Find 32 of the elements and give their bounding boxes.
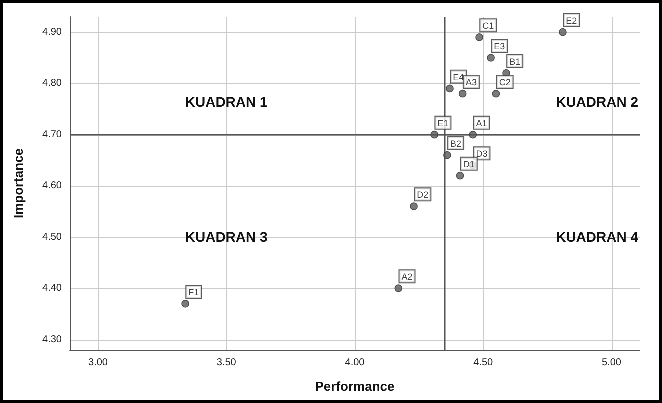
data-label: E1 (438, 118, 449, 128)
data-label: C2 (499, 77, 511, 88)
annotation: KUADRAN 2 (556, 94, 639, 110)
annotation: KUADRAN 3 (185, 229, 268, 245)
data-label: F1 (188, 287, 200, 298)
x-tick-label: 4.50 (474, 358, 494, 368)
data-label: B1 (510, 56, 521, 67)
data-label: D1 (463, 159, 475, 170)
y-tick-label: 4.60 (42, 180, 62, 192)
data-label: D3 (476, 149, 488, 160)
x-tick-label: 3.50 (216, 358, 237, 368)
data-label: A3 (466, 77, 477, 88)
x-tick-label: 4.00 (345, 358, 366, 368)
annotation: KUADRAN 1 (185, 94, 268, 110)
data-label: D2 (417, 190, 429, 200)
data-label: A2 (402, 272, 413, 282)
y-tick-label: 4.90 (42, 26, 62, 38)
data-label: B2 (450, 138, 462, 149)
x-tick-label: 3.00 (88, 358, 108, 368)
x-axis-title: Performance (315, 379, 395, 394)
data-label: E2 (566, 16, 578, 26)
data-label: E3 (494, 42, 506, 52)
data-label: C1 (482, 21, 494, 32)
y-tick-label: 4.30 (42, 334, 62, 346)
y-tick-label: 4.70 (42, 129, 62, 140)
y-tick-label: 4.80 (42, 78, 62, 90)
x-tick-label: 5.00 (602, 358, 622, 368)
annotation: KUADRAN 4 (556, 229, 639, 245)
data-label: A1 (476, 118, 488, 128)
y-axis-title: Importance (11, 148, 26, 219)
y-tick-label: 4.40 (42, 283, 62, 294)
y-tick-label: 4.50 (42, 232, 62, 243)
